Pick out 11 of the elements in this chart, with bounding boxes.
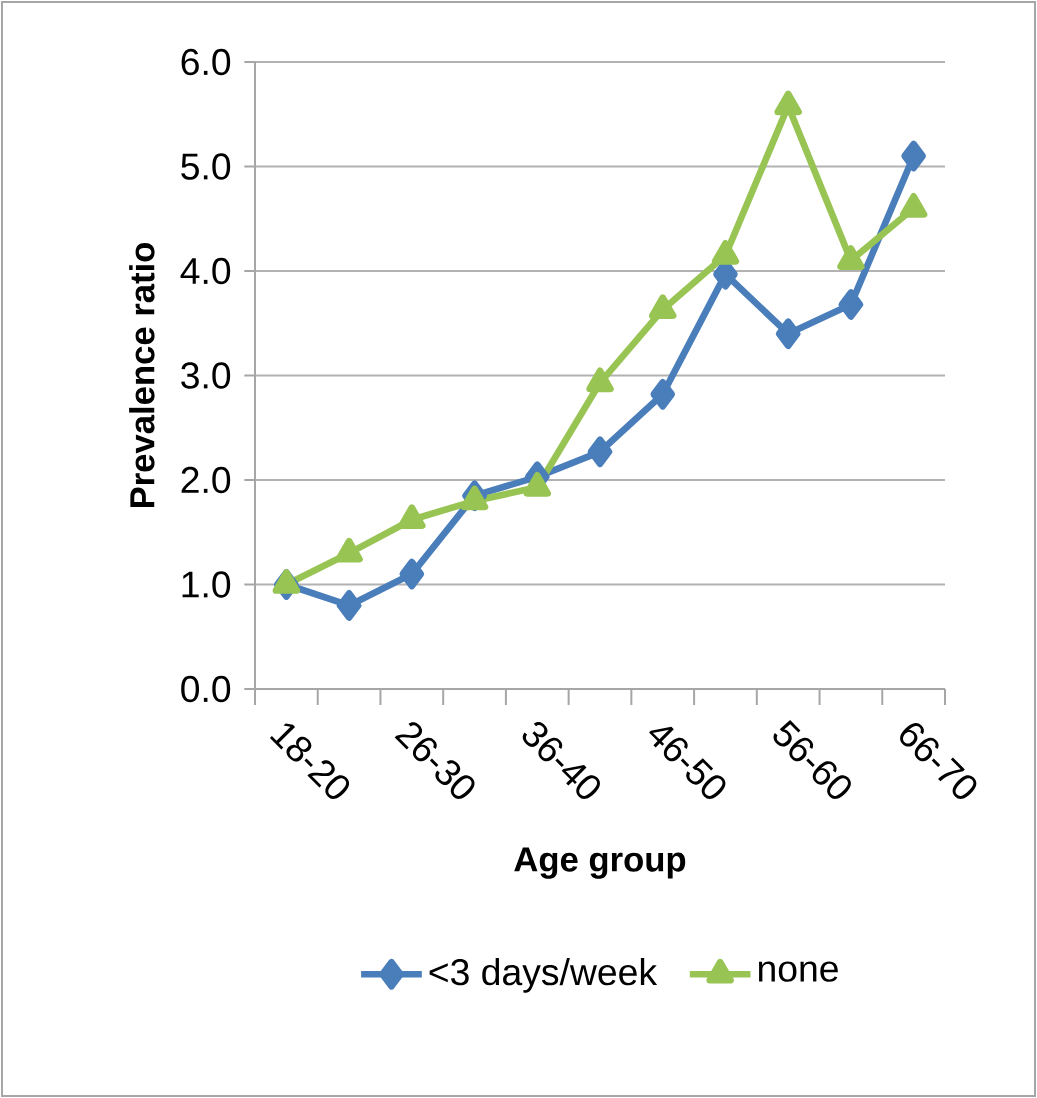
legend-label: none [758,961,838,982]
y-tick-label: 6.0 [181,48,231,76]
legend-label: <3 days/week [429,957,658,993]
y-tick-label: 2.0 [181,466,231,494]
y-tick-label: 3.0 [181,362,231,389]
y-tick-label: 0.0 [181,675,231,703]
y-tick-label: 5.0 [181,153,231,180]
x-axis-title: Age group [514,847,686,879]
y-axis-title: Prevalence ratio [129,242,155,508]
y-tick-label: 4.0 [180,257,231,285]
y-tick-label: 1.0 [182,571,231,598]
